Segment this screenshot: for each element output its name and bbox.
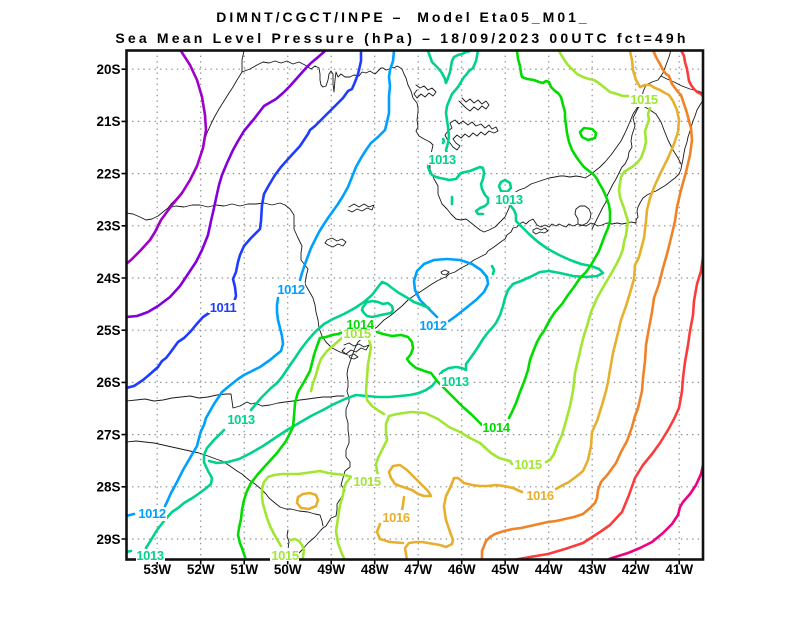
svg-text:1014: 1014 [482,420,510,435]
svg-text:20S: 20S [96,62,120,77]
svg-text:26S: 26S [96,375,120,390]
svg-text:1015: 1015 [630,92,657,107]
svg-text:50W: 50W [274,562,302,577]
svg-text:1015: 1015 [514,457,541,472]
svg-text:27S: 27S [96,427,120,442]
svg-text:44W: 44W [535,562,563,577]
svg-text:DIMNT/CGCT/INPE – Model Eta05: DIMNT/CGCT/INPE – Model Eta05_M01_ [216,9,589,25]
svg-text:1012: 1012 [419,318,446,333]
svg-text:45W: 45W [491,562,519,577]
svg-text:1016: 1016 [526,488,553,503]
svg-text:1015: 1015 [343,326,370,341]
svg-text:1013: 1013 [227,412,254,427]
svg-text:1011: 1011 [210,300,237,315]
svg-text:1015: 1015 [353,474,380,489]
svg-text:48W: 48W [361,562,389,577]
svg-text:21S: 21S [96,114,120,129]
svg-text:28S: 28S [96,480,120,495]
svg-text:22S: 22S [96,166,120,181]
svg-text:41W: 41W [665,562,693,577]
svg-text:53W: 53W [143,562,171,577]
svg-text:1013: 1013 [136,548,163,563]
svg-text:1012: 1012 [138,506,165,521]
svg-text:1014: 1014 [346,317,374,332]
svg-text:Sea Mean Level Pressure (hPa): Sea Mean Level Pressure (hPa) – 18/09/20… [115,30,688,46]
svg-text:43W: 43W [578,562,606,577]
svg-text:1012: 1012 [277,282,304,297]
svg-text:1013: 1013 [428,152,455,167]
svg-text:29S: 29S [96,532,120,547]
svg-text:51W: 51W [230,562,258,577]
svg-text:52W: 52W [187,562,215,577]
svg-text:1016: 1016 [382,510,409,525]
svg-text:24S: 24S [96,271,120,286]
svg-text:25S: 25S [96,323,120,338]
svg-text:23S: 23S [96,219,120,234]
svg-text:47W: 47W [404,562,432,577]
svg-text:49W: 49W [317,562,345,577]
svg-text:1013: 1013 [495,192,522,207]
svg-text:46W: 46W [448,562,476,577]
svg-text:1015: 1015 [271,548,298,563]
svg-text:42W: 42W [622,562,650,577]
svg-text:1013: 1013 [441,374,468,389]
